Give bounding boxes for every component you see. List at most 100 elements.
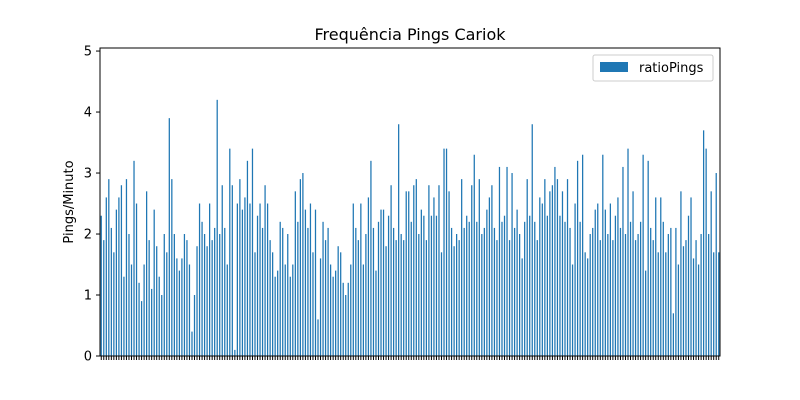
bar xyxy=(612,240,614,356)
bar xyxy=(304,209,307,356)
bar xyxy=(576,160,579,356)
bar xyxy=(239,179,241,356)
bar xyxy=(118,197,120,356)
bar xyxy=(408,191,410,356)
bar xyxy=(433,197,435,356)
bar xyxy=(324,240,327,356)
bar xyxy=(176,258,178,356)
bar xyxy=(632,191,634,356)
bar xyxy=(607,234,609,356)
bar xyxy=(193,295,196,356)
bar xyxy=(690,197,692,356)
bar xyxy=(332,276,334,356)
bar xyxy=(123,276,125,356)
bar xyxy=(392,227,395,356)
bar xyxy=(589,234,591,356)
bar xyxy=(564,221,566,356)
bar xyxy=(556,179,559,356)
bar xyxy=(529,215,531,356)
bar xyxy=(297,221,299,356)
bar xyxy=(639,221,642,356)
bar xyxy=(153,209,155,356)
bar xyxy=(569,227,571,356)
plot-area: 0 1 2 3 4 5 xyxy=(84,45,721,365)
bar xyxy=(463,227,465,356)
y-axis-label: Pings/Minuto xyxy=(62,160,77,243)
bar xyxy=(503,215,506,356)
bar xyxy=(350,264,352,356)
y-tick-label: 4 xyxy=(84,106,92,121)
bar xyxy=(163,234,165,356)
bar xyxy=(259,203,261,356)
bar xyxy=(430,215,433,356)
bar xyxy=(398,124,400,357)
bar xyxy=(438,185,440,356)
bar xyxy=(138,282,140,356)
bar xyxy=(574,203,576,356)
bar xyxy=(191,331,193,356)
bar xyxy=(367,197,370,356)
bar xyxy=(450,227,453,356)
bar xyxy=(100,215,102,356)
bar xyxy=(156,246,158,356)
bar xyxy=(582,154,584,356)
bar xyxy=(448,191,450,356)
bar xyxy=(370,160,372,356)
bar xyxy=(516,209,518,356)
bar xyxy=(677,264,680,356)
bar xyxy=(279,221,281,356)
bar xyxy=(256,215,259,356)
y-tick-label: 2 xyxy=(84,228,92,243)
bars-group xyxy=(100,99,720,357)
bar xyxy=(362,264,364,356)
bar xyxy=(221,185,223,356)
bar xyxy=(425,240,428,356)
bar xyxy=(395,240,397,356)
bar xyxy=(710,191,712,356)
y-tick-label: 3 xyxy=(84,167,92,182)
bar xyxy=(246,160,249,356)
bar xyxy=(531,124,533,357)
bar xyxy=(700,234,702,356)
bar xyxy=(269,240,271,356)
bar xyxy=(692,258,695,356)
bar xyxy=(115,209,118,356)
bar xyxy=(445,148,448,356)
bar xyxy=(655,197,657,356)
bar xyxy=(609,203,611,356)
bar xyxy=(214,227,216,356)
bar xyxy=(161,295,163,356)
y-tick-label: 0 xyxy=(84,350,92,365)
bar xyxy=(382,209,385,356)
bar xyxy=(186,240,188,356)
bar xyxy=(287,234,289,356)
bar xyxy=(241,209,244,356)
y-tick-label: 1 xyxy=(84,289,92,304)
bar xyxy=(629,221,632,356)
bar xyxy=(536,240,538,356)
bar xyxy=(597,203,599,356)
bar xyxy=(244,197,246,356)
bar xyxy=(128,234,130,356)
bar xyxy=(302,173,304,356)
bar xyxy=(168,118,170,356)
bar xyxy=(261,227,264,356)
bar xyxy=(680,191,682,356)
bar xyxy=(133,160,135,356)
bar xyxy=(599,240,601,356)
bar xyxy=(513,227,516,356)
bar xyxy=(624,234,627,356)
bar xyxy=(380,209,382,356)
bar xyxy=(544,179,546,356)
bar xyxy=(415,179,417,356)
bar xyxy=(539,197,541,356)
bar xyxy=(405,191,407,356)
bar xyxy=(617,197,619,356)
bar xyxy=(511,173,513,356)
bar xyxy=(541,203,543,356)
bar xyxy=(234,349,236,356)
bar xyxy=(178,270,181,356)
bar xyxy=(549,191,551,356)
bar xyxy=(546,215,548,356)
